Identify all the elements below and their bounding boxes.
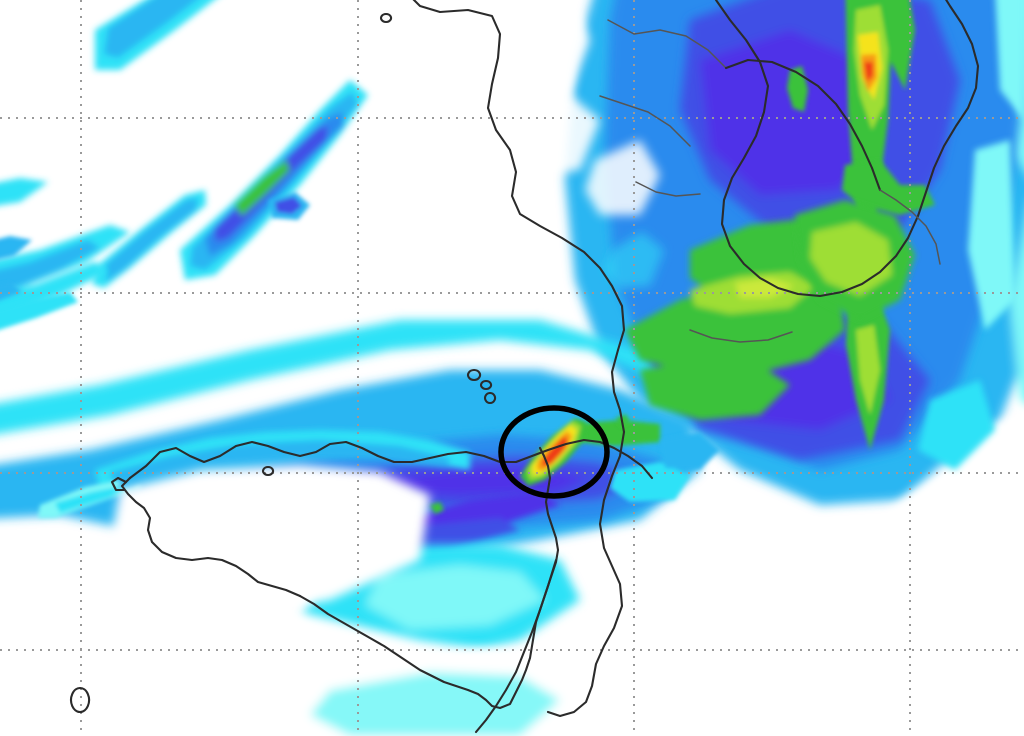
border-inland-ne-3: [689, 329, 793, 343]
island-aeolian-1: [467, 368, 482, 381]
coastline-apulia: [714, 0, 980, 298]
border-mainland-north: [724, 58, 882, 192]
border-region-ne: [879, 189, 941, 265]
coastline-sicily-south: [298, 594, 538, 710]
island-ustica: [262, 465, 275, 476]
coastline-sicily-east: [534, 446, 560, 624]
coastline-italy-mainland: [412, 0, 626, 718]
coastlines: [70, 0, 980, 734]
coastline-sicily-north: [128, 438, 654, 480]
island-aeolian-2: [480, 379, 493, 390]
border-inland-ne-4: [635, 181, 701, 197]
border-inland-ne-1: [607, 19, 727, 69]
border-inland-ne-2: [599, 95, 691, 147]
coastline-sicily-west-tip: [110, 476, 128, 492]
coastline-sicily-west: [120, 476, 302, 598]
island-aeolian-3: [484, 391, 497, 404]
island-malta: [70, 686, 91, 713]
highlight-circle-annotation: [498, 405, 610, 499]
island-small-north: [380, 12, 393, 23]
